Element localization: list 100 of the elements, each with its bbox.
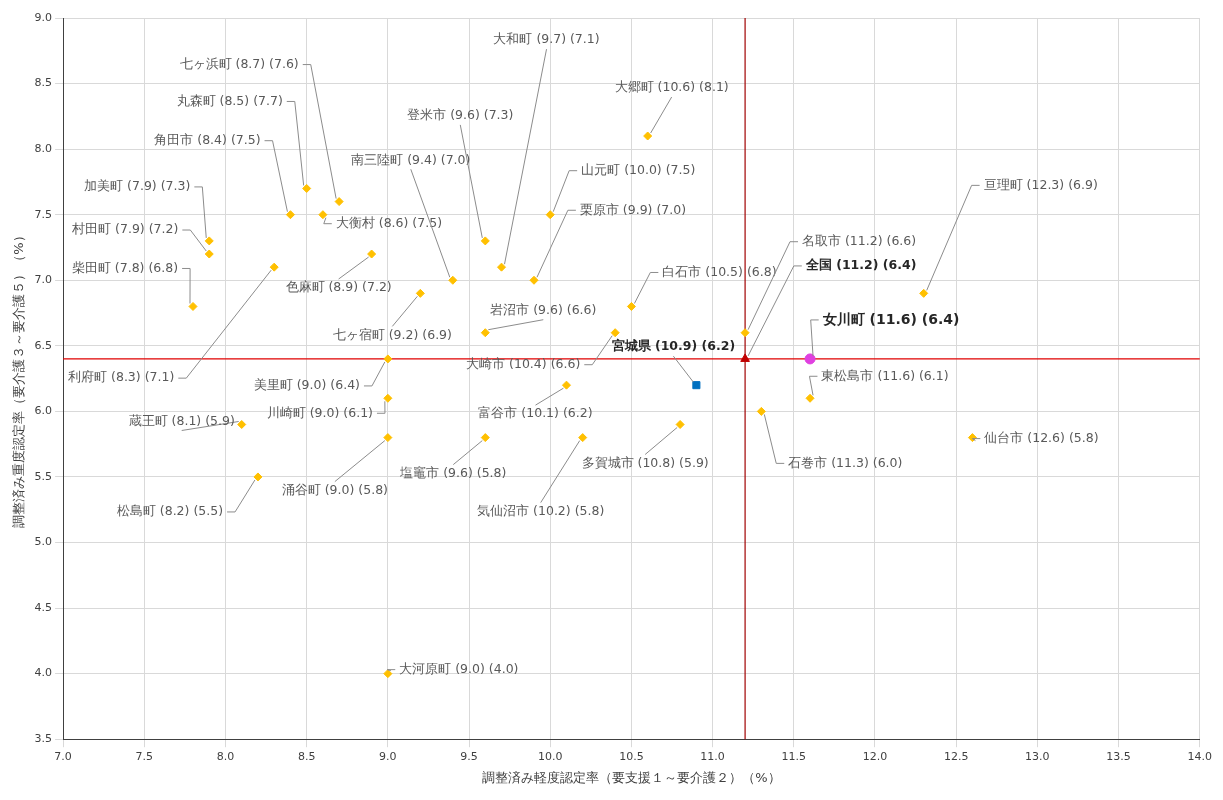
point (805, 393, 815, 403)
data-label: 多賀城市 (10.8) (5.9) (581, 454, 709, 470)
data-label: 栗原市 (9.9) (7.0) (579, 201, 687, 217)
point (497, 262, 507, 272)
data-label: 利府町 (8.3) (7.1) (68, 369, 175, 385)
point (302, 183, 312, 193)
point (692, 381, 701, 390)
x-tick-label: 13.0 (1025, 749, 1050, 763)
data-label: 色麻町 (8.9) (7.2) (285, 279, 392, 295)
y-tick-label: 6.5 (34, 338, 53, 352)
y-tick-label: 5.5 (34, 469, 53, 483)
x-tick-label: 12.5 (943, 749, 969, 763)
data-label: 山元町 (10.0) (7.5) (581, 161, 696, 177)
y-tick-label: 7.0 (34, 273, 53, 287)
point (919, 288, 929, 298)
x-tick-label: 14.0 (1187, 749, 1212, 763)
data-label: 村田町 (7.9) (7.2) (71, 221, 179, 237)
point (529, 275, 539, 285)
x-tick-label: 7.0 (54, 749, 72, 763)
data-label: 東松島市 (11.6) (6.1) (821, 367, 949, 383)
point (675, 420, 685, 429)
x-tick-label: 8.0 (216, 749, 235, 763)
point (578, 433, 588, 443)
x-tick-label: 11.0 (700, 749, 725, 763)
x-tick-label: 12.0 (862, 749, 888, 763)
y-tick-label: 9.0 (34, 10, 53, 24)
x-tick-label: 9.5 (460, 749, 478, 763)
point (334, 197, 344, 207)
data-label: 全国 (11.2) (6.4) (804, 257, 917, 273)
y-tick-label: 7.5 (34, 207, 53, 221)
x-tick-label: 9.0 (379, 749, 397, 763)
x-tick-label: 10.0 (537, 749, 563, 763)
data-label: 登米市 (9.6) (7.3) (407, 107, 514, 123)
y-tick-label: 4.5 (34, 600, 53, 614)
data-label: 白石市 (10.5) (6.8) (662, 263, 777, 279)
point (480, 433, 490, 443)
data-label: 女川町 (11.6) (6.4) (821, 310, 960, 327)
data-label: 美里町 (9.0) (6.4) (253, 377, 360, 393)
y-tick-label: 3.5 (34, 732, 53, 746)
y-axis-title: 調整済み重度認定率（要介護３～要介護５）（%） (11, 229, 27, 528)
x-tick-label: 13.5 (1106, 749, 1131, 763)
point (285, 210, 295, 220)
point (545, 210, 555, 220)
data-label: 松島町 (8.2) (5.5) (116, 503, 224, 519)
point (204, 236, 214, 246)
data-label: 石巻市 (11.3) (6.0) (788, 454, 903, 470)
point (610, 328, 620, 338)
point (383, 354, 393, 364)
x-tick-label: 11.5 (781, 749, 807, 763)
point (383, 669, 393, 679)
point (204, 249, 214, 259)
data-label: 丸森町 (8.5) (7.7) (176, 92, 283, 108)
point (561, 380, 571, 390)
x-tick-label: 10.5 (619, 749, 644, 763)
data-label: 柴田町 (7.8) (6.8) (71, 259, 179, 275)
point (448, 275, 458, 285)
data-label: 岩沼市 (9.6) (6.6) (490, 301, 597, 317)
point (415, 288, 425, 298)
point (740, 353, 750, 362)
point (269, 262, 279, 272)
point (383, 393, 393, 403)
data-label: 宮城県 (10.9) (6.2) (611, 338, 736, 354)
data-label: 名取市 (11.2) (6.6) (802, 232, 917, 248)
point (740, 328, 750, 338)
point (804, 353, 816, 365)
data-label: 七ヶ浜町 (8.7) (7.6) (179, 55, 299, 71)
point (643, 131, 653, 141)
data-label: 仙台市 (12.6) (5.8) (984, 429, 1099, 445)
point (253, 472, 263, 482)
y-tick-label: 8.5 (34, 76, 53, 90)
data-label: 富谷市 (10.1) (6.2) (478, 405, 593, 421)
data-label: 亘理町 (12.3) (6.9) (983, 176, 1098, 192)
point (188, 301, 198, 311)
data-label: 大衡村 (8.6) (7.5) (335, 214, 443, 230)
point (756, 406, 766, 416)
data-label: 大和町 (9.7) (7.1) (493, 31, 600, 47)
data-label: 大河原町 (9.0) (4.0) (399, 660, 519, 676)
x-tick-label: 8.5 (297, 749, 316, 763)
data-label: 気仙沼市 (10.2) (5.8) (477, 502, 605, 518)
data-label: 南三陸町 (9.4) (7.0) (351, 151, 471, 167)
point (383, 433, 393, 443)
data-label: 川崎町 (9.0) (6.1) (266, 404, 373, 420)
point (318, 210, 328, 220)
data-label: 涌谷町 (9.0) (5.8) (281, 481, 388, 497)
x-axis-title: 調整済み軽度認定率（要支援１～要介護２）（%） (482, 769, 781, 785)
data-label: 塩竈市 (9.6) (5.8) (399, 464, 507, 480)
point (367, 249, 377, 259)
y-tick-label: 8.0 (34, 141, 53, 155)
point (626, 301, 636, 311)
data-label: 蔵王町 (8.1) (5.9) (128, 412, 235, 428)
data-label: 加美町 (7.9) (7.3) (84, 178, 191, 194)
y-tick-label: 4.0 (34, 666, 53, 680)
y-tick-label: 6.0 (34, 404, 53, 418)
point (480, 236, 490, 246)
x-tick-label: 7.5 (135, 749, 154, 763)
data-label: 大崎市 (10.4) (6.6) (466, 355, 581, 371)
point (480, 328, 490, 338)
data-label: 角田市 (8.4) (7.5) (154, 131, 261, 147)
data-label: 大郷町 (10.6) (8.1) (614, 79, 729, 95)
data-label: 七ヶ宿町 (9.2) (6.9) (332, 326, 452, 342)
